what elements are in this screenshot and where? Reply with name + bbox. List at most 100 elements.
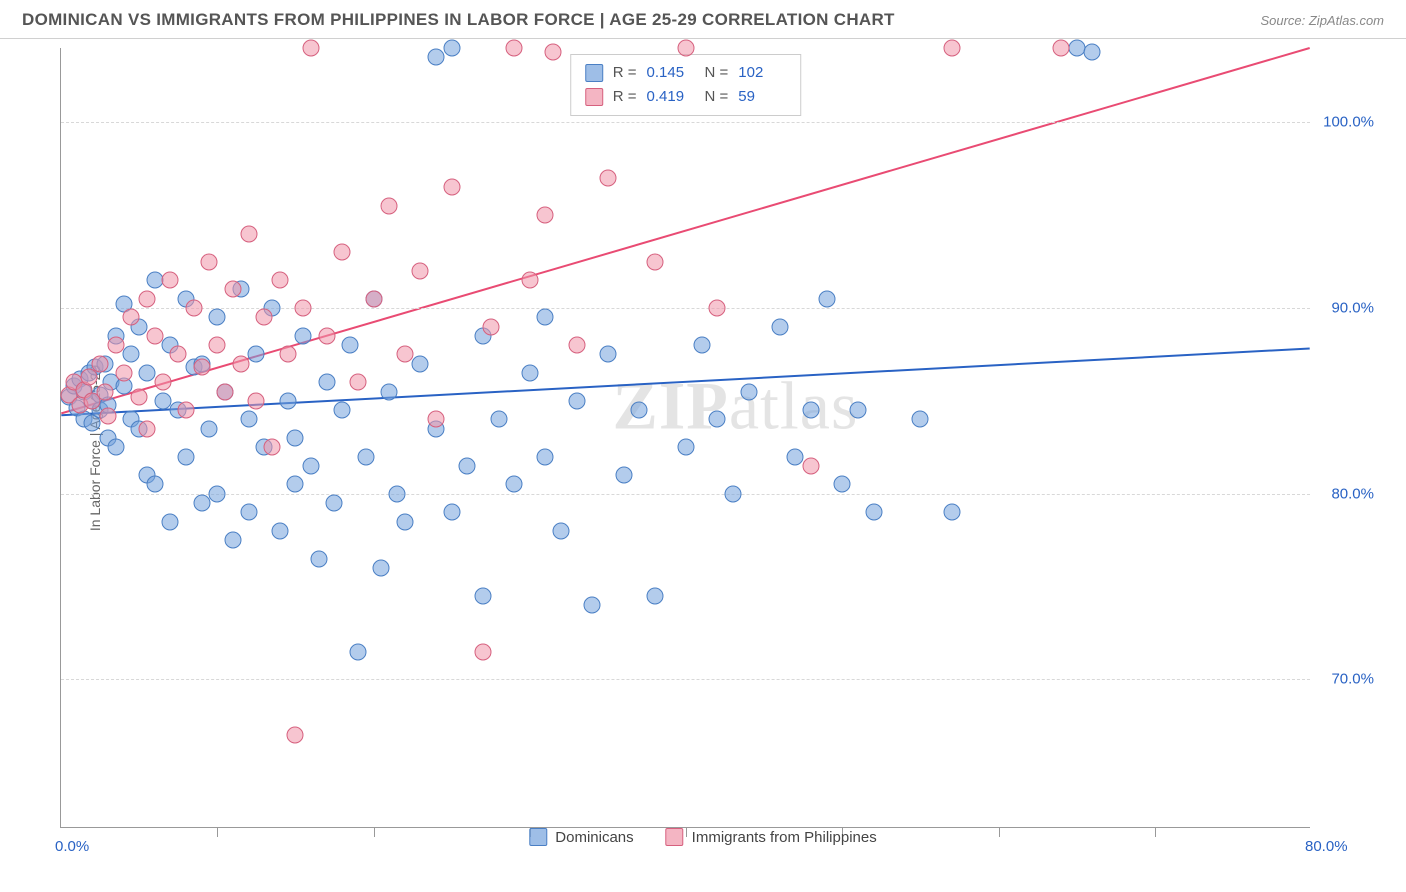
data-point [209, 309, 226, 326]
stats-n-value: 102 [738, 61, 786, 85]
chart-title: DOMINICAN VS IMMIGRANTS FROM PHILIPPINES… [22, 10, 895, 30]
trend-lines [61, 48, 1310, 827]
data-point [334, 402, 351, 419]
data-point [232, 355, 249, 372]
data-point [209, 337, 226, 354]
y-tick-label: 100.0% [1323, 114, 1374, 131]
data-point [295, 300, 312, 317]
data-point [178, 448, 195, 465]
data-point [146, 476, 163, 493]
data-point [849, 402, 866, 419]
data-point [693, 337, 710, 354]
data-point [537, 309, 554, 326]
data-point [334, 244, 351, 261]
data-point [138, 365, 155, 382]
data-point [138, 420, 155, 437]
data-point [107, 439, 124, 456]
data-point [287, 430, 304, 447]
stats-r-value: 0.419 [647, 85, 695, 109]
data-point [193, 495, 210, 512]
data-point [263, 439, 280, 456]
data-point [646, 253, 663, 270]
legend-label: Immigrants from Philippines [692, 829, 877, 846]
data-point [803, 402, 820, 419]
data-point [396, 346, 413, 363]
grid-line-h [61, 308, 1310, 309]
data-point [303, 40, 320, 57]
data-point [217, 383, 234, 400]
data-point [185, 300, 202, 317]
y-tick-label: 90.0% [1331, 300, 1374, 317]
legend-swatch-pink [666, 828, 684, 846]
data-point [342, 337, 359, 354]
data-point [256, 309, 273, 326]
data-point [537, 448, 554, 465]
legend-item: Immigrants from Philippines [666, 828, 877, 846]
stats-n-label: N = [705, 85, 729, 109]
data-point [646, 587, 663, 604]
data-point [224, 532, 241, 549]
data-point [771, 318, 788, 335]
data-point [787, 448, 804, 465]
stats-r-label: R = [613, 61, 637, 85]
data-point [123, 346, 140, 363]
data-point [631, 402, 648, 419]
data-point [474, 643, 491, 660]
data-point [568, 337, 585, 354]
data-point [271, 272, 288, 289]
x-tick [374, 827, 375, 837]
data-point [99, 407, 116, 424]
stats-row: R = 0.419 N = 59 [585, 85, 787, 109]
data-point [912, 411, 929, 428]
data-point [709, 300, 726, 317]
data-point [201, 420, 218, 437]
grid-line-h [61, 679, 1310, 680]
data-point [537, 207, 554, 224]
data-point [279, 346, 296, 363]
data-point [381, 197, 398, 214]
data-point [599, 170, 616, 187]
data-point [138, 290, 155, 307]
data-point [248, 392, 265, 409]
x-tick [217, 827, 218, 837]
data-point [365, 290, 382, 307]
x-tick [999, 827, 1000, 837]
data-point [1068, 40, 1085, 57]
data-point [443, 504, 460, 521]
legend-label: Dominicans [555, 829, 633, 846]
data-point [615, 467, 632, 484]
data-point [318, 327, 335, 344]
data-point [107, 337, 124, 354]
data-point [506, 40, 523, 57]
data-point [428, 49, 445, 66]
data-point [381, 383, 398, 400]
data-point [443, 179, 460, 196]
x-tick-label: 80.0% [1305, 838, 1348, 855]
data-point [209, 485, 226, 502]
data-point [357, 448, 374, 465]
plot-area: ZIPatlas R = 0.145 N = 102 R = 0.419 N =… [60, 48, 1310, 828]
data-point [459, 457, 476, 474]
data-point [373, 560, 390, 577]
data-point [146, 272, 163, 289]
data-point [240, 411, 257, 428]
x-tick-label: 0.0% [55, 838, 89, 855]
data-point [146, 327, 163, 344]
data-point [303, 457, 320, 474]
stats-legend-box: R = 0.145 N = 102 R = 0.419 N = 59 [570, 54, 802, 116]
stats-r-label: R = [613, 85, 637, 109]
data-point [482, 318, 499, 335]
data-point [295, 327, 312, 344]
x-tick [1155, 827, 1156, 837]
data-point [96, 383, 113, 400]
data-point [678, 40, 695, 57]
data-point [240, 504, 257, 521]
data-point [709, 411, 726, 428]
data-point [724, 485, 741, 502]
data-point [490, 411, 507, 428]
data-point [599, 346, 616, 363]
data-point [279, 392, 296, 409]
data-point [443, 40, 460, 57]
data-point [834, 476, 851, 493]
data-point [240, 225, 257, 242]
